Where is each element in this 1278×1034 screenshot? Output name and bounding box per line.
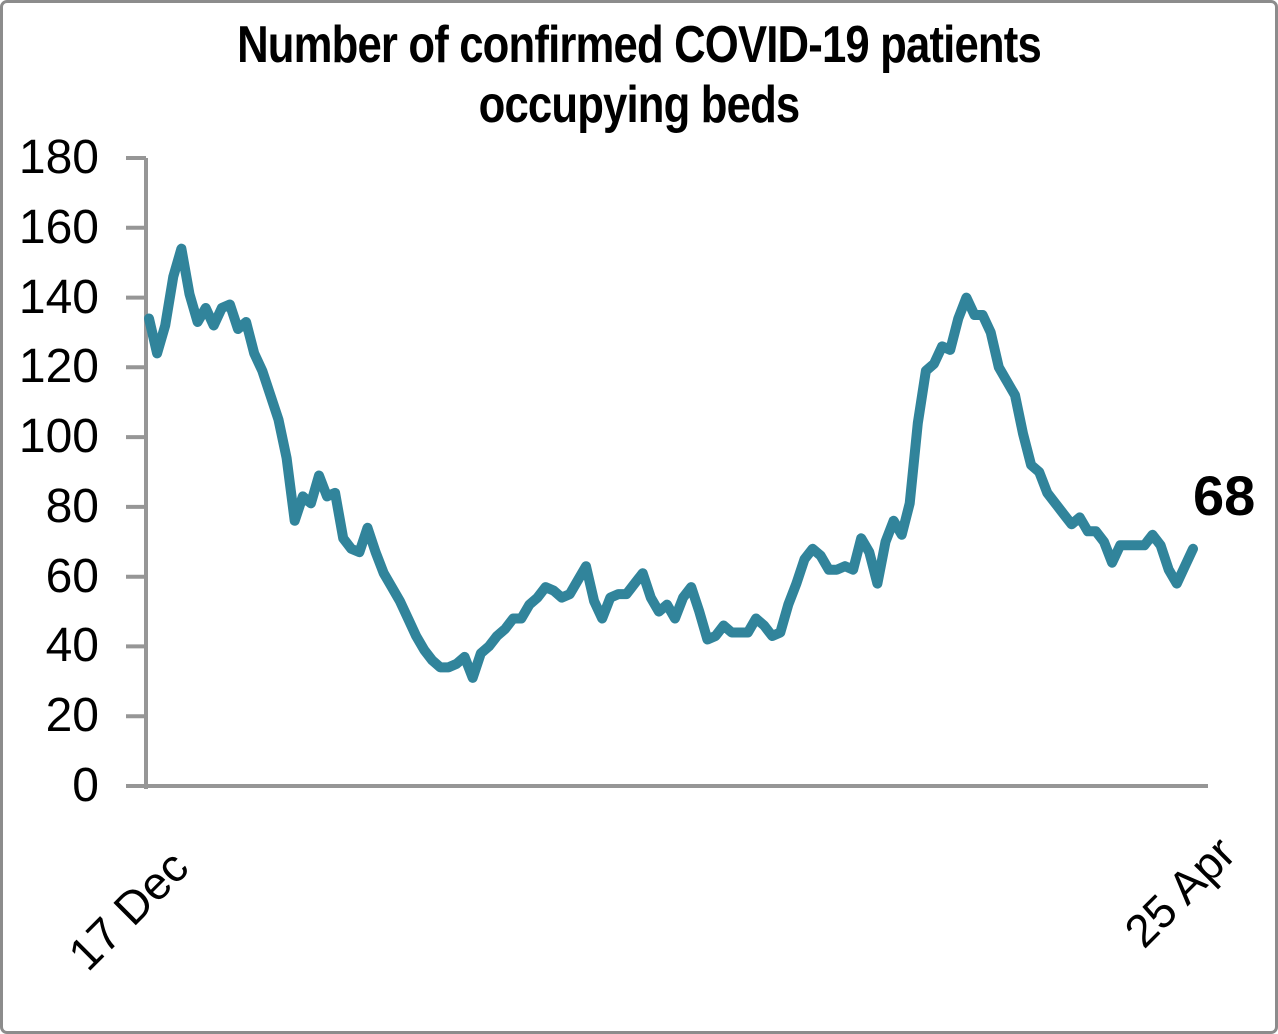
y-axis-tick-label: 180 — [18, 131, 99, 184]
y-axis-tick-label: 120 — [18, 340, 99, 393]
y-axis-tick-label: 80 — [45, 480, 99, 533]
chart-title: Number of confirmed COVID-19 patients oc… — [105, 15, 1173, 135]
chart-title-line-1: Number of confirmed COVID-19 patients — [237, 16, 1042, 74]
y-axis-tick-label: 160 — [18, 201, 99, 254]
y-axis-tick-label: 40 — [45, 619, 99, 672]
y-axis-tick-label: 100 — [18, 410, 99, 463]
chart-title-line-2: occupying beds — [478, 76, 801, 134]
series-line — [144, 243, 1198, 683]
y-axis-tick-label: 60 — [45, 550, 99, 603]
chart-canvas — [126, 156, 1208, 789]
series-end-value-label: 68 — [1193, 464, 1256, 527]
y-axis-tick-label: 0 — [72, 759, 99, 812]
y-axis-tick-label: 20 — [45, 689, 99, 742]
y-axis-tick-label: 140 — [18, 271, 99, 324]
y-axis-ticks — [126, 156, 146, 788]
